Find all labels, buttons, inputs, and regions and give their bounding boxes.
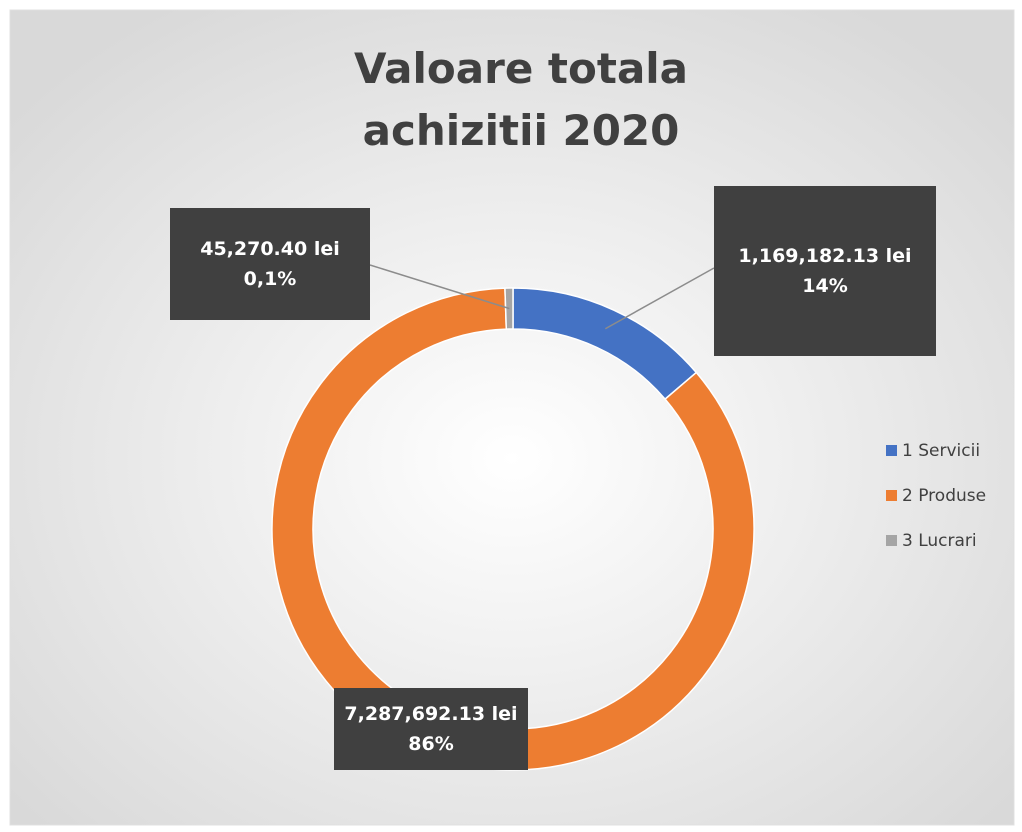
data-label: 45,270.40 lei 0,1% [170, 208, 370, 320]
percent-label: 0,1% [243, 268, 297, 290]
legend-entry: 2 Produse [886, 486, 986, 506]
percent-label: 86% [408, 733, 454, 755]
legend-swatch [886, 490, 897, 501]
leader-line [604, 267, 715, 330]
chart-title: Valoare totala achizitii 2020 [353, 44, 689, 155]
value-label: 1,169,182.13 lei [738, 245, 912, 267]
data-label: 1,169,182.13 lei 14% [714, 186, 936, 356]
data-label: 7,287,692.13 lei 86% [334, 688, 528, 770]
legend-entry: 1 Servicii [886, 441, 980, 461]
legend-label: 3 Lucrari [902, 531, 977, 551]
leader-line [369, 264, 510, 310]
value-label: 7,287,692.13 lei [344, 703, 518, 725]
legend-swatch [886, 445, 897, 456]
value-label: 45,270.40 lei [200, 238, 340, 260]
legend-label: 2 Produse [902, 486, 987, 506]
legend-entry: 3 Lucrari [886, 531, 977, 551]
legend-label: 1 Servicii [902, 441, 981, 461]
legend-swatch [886, 535, 897, 546]
percent-label: 14% [802, 275, 848, 297]
donut-slice [271, 287, 755, 771]
